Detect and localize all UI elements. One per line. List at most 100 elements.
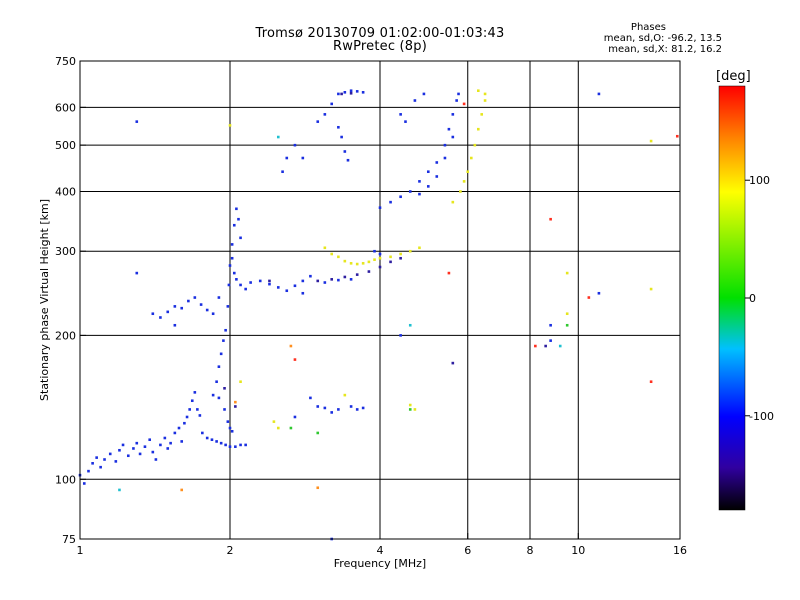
data-point: [675, 134, 679, 138]
data-point: [219, 441, 223, 445]
data-point: [451, 113, 455, 116]
data-point: [343, 275, 347, 279]
data-point: [323, 246, 327, 250]
data-point: [219, 352, 223, 356]
data-point: [309, 396, 312, 400]
data-point: [373, 258, 376, 261]
data-point: [293, 415, 297, 419]
chart-subtitle: RwPretec (8p): [333, 39, 427, 54]
data-point: [330, 278, 334, 281]
data-point: [649, 287, 653, 291]
data-point: [227, 283, 231, 287]
data-point: [301, 156, 305, 160]
x-tick-label: 16: [673, 544, 687, 557]
data-point: [451, 135, 455, 139]
data-point: [205, 308, 209, 312]
data-point: [337, 255, 340, 259]
data-point: [193, 296, 197, 299]
data-point: [201, 431, 204, 435]
data-point: [258, 279, 262, 283]
y-tick-label: 200: [55, 329, 76, 342]
data-point: [418, 192, 421, 196]
x-tick-label: 1: [77, 544, 84, 557]
data-point: [337, 408, 340, 411]
data-point: [187, 299, 190, 303]
data-point: [337, 92, 340, 96]
x-axis-label: Frequency [MHz]: [334, 557, 426, 570]
data-point: [343, 150, 347, 153]
data-point: [451, 200, 455, 204]
data-point: [211, 393, 215, 397]
data-point: [293, 143, 297, 147]
data-point: [230, 256, 234, 260]
data-point: [95, 456, 98, 459]
data-point: [210, 438, 214, 442]
data-point: [462, 180, 466, 183]
data-point: [408, 190, 412, 193]
colorbar-tick-label: 100: [749, 174, 770, 187]
data-point: [217, 365, 221, 368]
data-point: [232, 271, 236, 275]
data-point: [230, 243, 234, 246]
data-point: [649, 139, 653, 143]
data-point: [355, 262, 359, 266]
data-point: [272, 420, 276, 423]
data-point: [330, 252, 334, 256]
data-point: [82, 482, 86, 485]
data-point: [132, 447, 135, 450]
data-point: [193, 391, 197, 394]
x-tick-label: 10: [571, 544, 585, 557]
data-point: [408, 408, 412, 411]
data-point: [223, 408, 226, 411]
data-point: [215, 440, 218, 443]
data-point: [565, 312, 569, 316]
data-point: [281, 170, 284, 174]
data-point: [211, 312, 215, 316]
data-point: [205, 436, 209, 440]
data-point: [447, 127, 451, 131]
data-point: [135, 441, 139, 445]
data-point: [114, 460, 118, 463]
data-point: [199, 303, 203, 306]
stats-x-line: mean, sd,X: 81.2, 16.2: [608, 44, 722, 55]
y-tick-label: 500: [55, 139, 76, 152]
data-point: [549, 217, 552, 221]
data-point: [399, 334, 402, 337]
data-point: [435, 175, 439, 178]
data-point: [349, 262, 353, 265]
data-point: [276, 135, 280, 139]
data-point: [649, 380, 653, 384]
data-point: [217, 296, 221, 299]
data-point: [159, 316, 162, 319]
data-point: [587, 296, 591, 299]
data-point: [237, 217, 240, 221]
data-point: [565, 323, 569, 327]
y-tick-label: 75: [62, 533, 76, 546]
data-point: [399, 195, 402, 199]
data-point: [408, 403, 412, 407]
x-tick-label: 2: [227, 544, 234, 557]
data-point: [244, 443, 247, 447]
data-point: [223, 387, 226, 390]
data-point: [323, 281, 327, 284]
data-point: [413, 408, 417, 411]
data-point: [249, 281, 252, 284]
data-point: [477, 127, 480, 131]
data-point: [426, 170, 430, 174]
y-axis-label: Stationary phase Virtual Height [km]: [38, 199, 51, 401]
data-point: [228, 445, 232, 448]
data-point: [408, 323, 412, 327]
data-point: [549, 323, 552, 327]
data-point: [443, 156, 447, 160]
data-point: [346, 158, 350, 162]
colorbar-tick-label: 0: [749, 292, 756, 305]
data-point: [226, 420, 230, 423]
data-point: [228, 124, 232, 127]
data-point: [228, 264, 232, 267]
y-tick-label: 600: [55, 101, 76, 114]
data-point: [447, 271, 451, 275]
data-point: [289, 344, 293, 348]
data-point: [196, 408, 199, 411]
data-point: [293, 284, 297, 288]
data-point: [234, 405, 237, 408]
